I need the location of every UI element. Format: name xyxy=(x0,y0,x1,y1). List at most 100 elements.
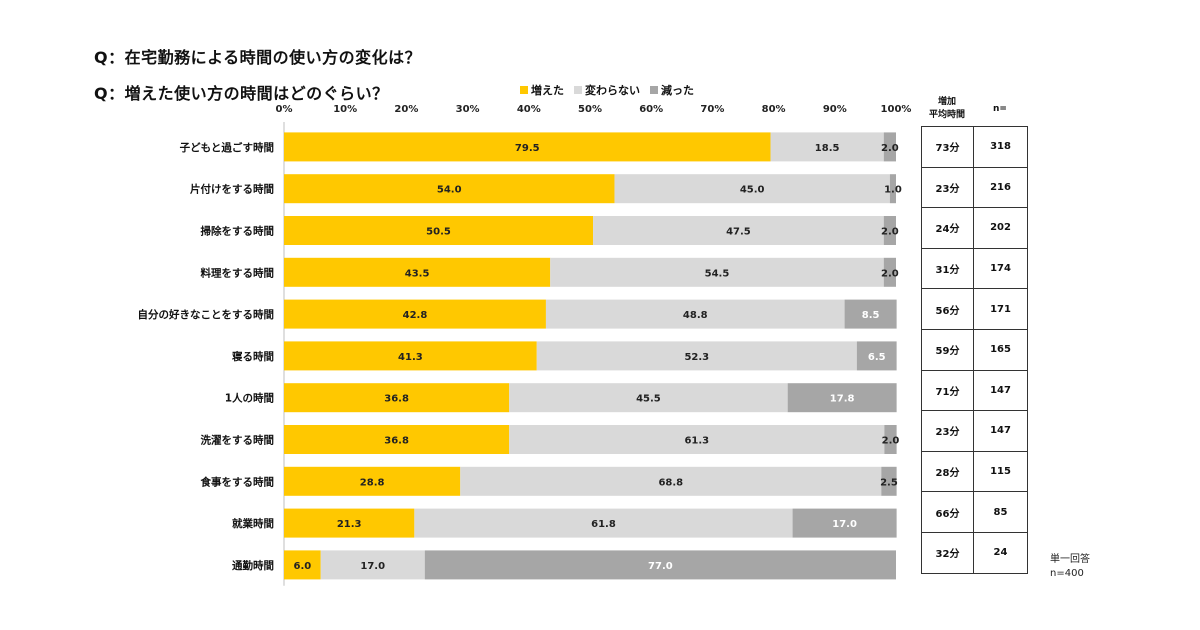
side-table-row: 59分 165 xyxy=(921,328,1028,371)
avg-time-cell: 56分 xyxy=(921,288,974,330)
x-tick-label: 70% xyxy=(700,104,724,115)
bar-segment-unchanged xyxy=(550,257,884,287)
bar-segment-unchanged xyxy=(536,341,857,371)
data-label: 54.5 xyxy=(705,268,730,279)
x-tick-label: 30% xyxy=(456,104,480,115)
avg-time-cell: 31分 xyxy=(921,247,974,290)
data-label: 8.5 xyxy=(862,310,880,321)
n-cell: 165 xyxy=(973,328,1028,371)
n-header: n= xyxy=(993,104,1007,114)
side-table-row: 23分 216 xyxy=(921,166,1028,209)
bar-segment-decreased xyxy=(881,466,897,496)
data-label: 36.8 xyxy=(384,436,409,447)
data-label: 61.3 xyxy=(684,436,709,447)
bar-segment-decreased xyxy=(856,341,897,371)
data-label: 2.0 xyxy=(881,143,899,154)
category-label: 自分の好きなことをする時間 xyxy=(138,308,275,321)
side-table-row: 24分 202 xyxy=(921,207,1028,249)
bar-segment-unchanged xyxy=(614,174,890,204)
legend-label-decreased: 減った xyxy=(661,84,694,97)
data-label: 45.0 xyxy=(740,185,765,196)
data-label: 50.5 xyxy=(426,227,451,238)
x-tick-label: 20% xyxy=(394,104,418,115)
bar-segment-increased xyxy=(284,174,615,204)
bar-segment-increased xyxy=(284,216,594,245)
category-label: 通勤時間 xyxy=(232,559,274,572)
n-cell: 216 xyxy=(973,166,1028,209)
bar-segment-increased xyxy=(284,466,461,496)
category-label: 子どもと過ごす時間 xyxy=(180,141,274,154)
bar-segment-increased xyxy=(284,132,771,162)
data-label: 45.5 xyxy=(636,394,661,405)
data-label: 6.0 xyxy=(294,561,312,572)
data-label: 36.8 xyxy=(384,394,409,405)
data-label: 2.0 xyxy=(881,268,899,279)
legend-item-decreased: 減った xyxy=(650,82,694,98)
category-label: 洗濯をする時間 xyxy=(201,434,275,447)
bar-segment-unchanged xyxy=(509,425,885,454)
data-label: 17.0 xyxy=(832,519,857,530)
n-cell: 174 xyxy=(973,247,1028,290)
question-2-title: Q：増えた使い方の時間はどのぐらい？ xyxy=(94,84,389,103)
category-label: 掃除をする時間 xyxy=(201,225,275,238)
bar-segment-decreased xyxy=(889,174,896,204)
legend-swatch-increased xyxy=(520,86,528,94)
data-label: 52.3 xyxy=(684,352,709,363)
legend-item-unchanged: 変わらない xyxy=(574,82,640,98)
side-table-row: 71分 147 xyxy=(921,369,1028,412)
bar-segment-unchanged xyxy=(770,132,884,162)
data-label: 17.0 xyxy=(360,561,385,572)
n-cell: 147 xyxy=(973,410,1028,452)
chart-legend: 増えた 変わらない 減った xyxy=(520,82,694,98)
note-answer-type: 単一回答 xyxy=(1050,554,1090,565)
bar-segment-unchanged xyxy=(545,299,845,329)
bar-segment-decreased xyxy=(883,216,896,245)
legend-label-increased: 増えた xyxy=(531,84,564,97)
data-label: 47.5 xyxy=(726,227,751,238)
x-tick-label: 10% xyxy=(333,104,357,115)
x-tick-label: 0% xyxy=(276,104,293,115)
n-cell: 202 xyxy=(973,207,1028,249)
bar-segment-increased xyxy=(284,341,537,371)
category-label: 片付けをする時間 xyxy=(190,183,274,196)
avg-time-cell: 71分 xyxy=(921,369,974,412)
avg-time-cell: 32分 xyxy=(921,531,974,574)
n-cell: 147 xyxy=(973,369,1028,412)
avg-time-cell: 24分 xyxy=(921,207,974,249)
bar-segment-increased xyxy=(284,383,510,413)
x-tick-label: 100% xyxy=(881,104,912,115)
bar-segment-decreased xyxy=(787,383,897,413)
legend-item-increased: 増えた xyxy=(520,82,564,98)
x-tick-label: 90% xyxy=(823,104,847,115)
bar-segment-increased xyxy=(284,257,551,287)
data-label: 18.5 xyxy=(815,143,840,154)
n-cell: 85 xyxy=(973,491,1028,533)
data-label: 48.8 xyxy=(683,310,708,321)
survey-note: 単一回答 n=400 xyxy=(1050,553,1090,581)
n-cell: 318 xyxy=(973,126,1028,168)
data-label: 42.8 xyxy=(403,310,428,321)
side-table-row: 73分 318 xyxy=(921,126,1028,168)
bar-segment-decreased xyxy=(844,299,897,329)
x-tick-label: 60% xyxy=(639,104,663,115)
avg-time-cell: 28分 xyxy=(921,450,974,493)
avg-time-cell: 66分 xyxy=(921,491,974,533)
data-label: 77.0 xyxy=(648,561,673,572)
x-tick-label: 80% xyxy=(762,104,786,115)
data-label: 41.3 xyxy=(398,352,423,363)
data-label: 2.0 xyxy=(882,436,900,447)
avg-time-cell: 23分 xyxy=(921,166,974,209)
data-label: 17.8 xyxy=(830,394,855,405)
bar-segment-decreased xyxy=(884,425,897,454)
bar-segment-decreased xyxy=(883,132,896,162)
bar-segment-decreased xyxy=(792,508,897,538)
bar-segment-unchanged xyxy=(320,550,425,580)
category-label: 1人の時間 xyxy=(225,392,274,405)
data-label: 21.3 xyxy=(337,519,362,530)
bar-segment-decreased xyxy=(883,257,896,287)
n-cell: 115 xyxy=(973,450,1028,493)
bar-segment-unchanged xyxy=(414,508,793,538)
side-table-row: 31分 174 xyxy=(921,247,1028,290)
bar-segment-unchanged xyxy=(509,383,788,413)
